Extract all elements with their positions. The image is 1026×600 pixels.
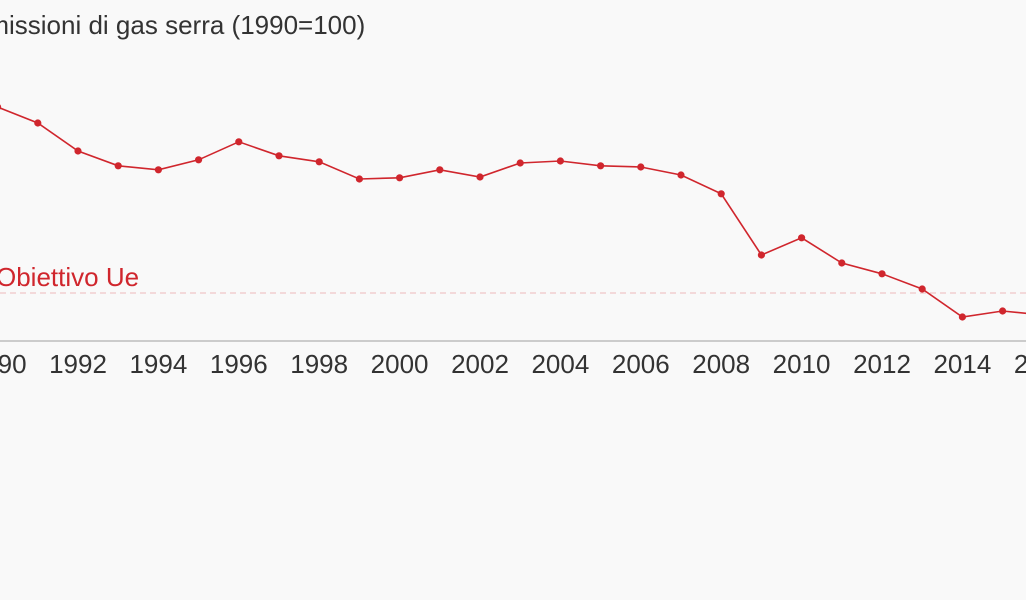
x-tick-label: 2010	[773, 349, 831, 379]
chart-title: Emissioni di gas serra (1990=100)	[0, 10, 365, 40]
data-point	[355, 175, 363, 183]
data-point	[154, 166, 162, 174]
x-tick-label: 2014	[933, 349, 991, 379]
x-tick-label: 2012	[853, 349, 911, 379]
x-tick-label: 2008	[692, 349, 750, 379]
data-point	[315, 158, 323, 166]
data-point	[717, 190, 725, 198]
data-point	[958, 313, 967, 321]
x-tick-label: 1998	[290, 349, 348, 379]
x-tick-label: 2006	[612, 349, 670, 379]
x-tick-label: 2002	[451, 349, 509, 379]
data-point	[34, 119, 42, 127]
data-point	[556, 157, 565, 165]
data-point	[597, 162, 605, 170]
data-point	[516, 159, 524, 167]
data-point	[878, 270, 886, 278]
data-point	[396, 174, 404, 182]
data-point	[838, 259, 846, 267]
target-label: Obiettivo Ue	[0, 262, 139, 292]
data-point	[195, 156, 203, 164]
data-point	[436, 166, 444, 174]
x-tick-label: 1992	[49, 349, 107, 379]
x-tick-label: 1996	[210, 349, 268, 379]
x-tick-label: 1990	[0, 349, 27, 379]
data-point	[114, 162, 122, 170]
data-point	[918, 285, 926, 293]
x-tick-label: 1994	[129, 349, 187, 379]
data-point	[235, 138, 243, 146]
data-point	[637, 163, 645, 171]
x-tick-label: 2004	[531, 349, 589, 379]
data-point	[757, 251, 766, 259]
data-point	[74, 147, 82, 155]
x-tick-label: 2016	[1014, 349, 1026, 379]
data-point	[275, 152, 283, 160]
x-tick-label: 2000	[371, 349, 429, 379]
data-point	[798, 234, 806, 242]
data-point	[999, 307, 1007, 315]
data-point	[677, 171, 685, 179]
data-point	[0, 104, 2, 110]
data-point	[476, 173, 484, 181]
